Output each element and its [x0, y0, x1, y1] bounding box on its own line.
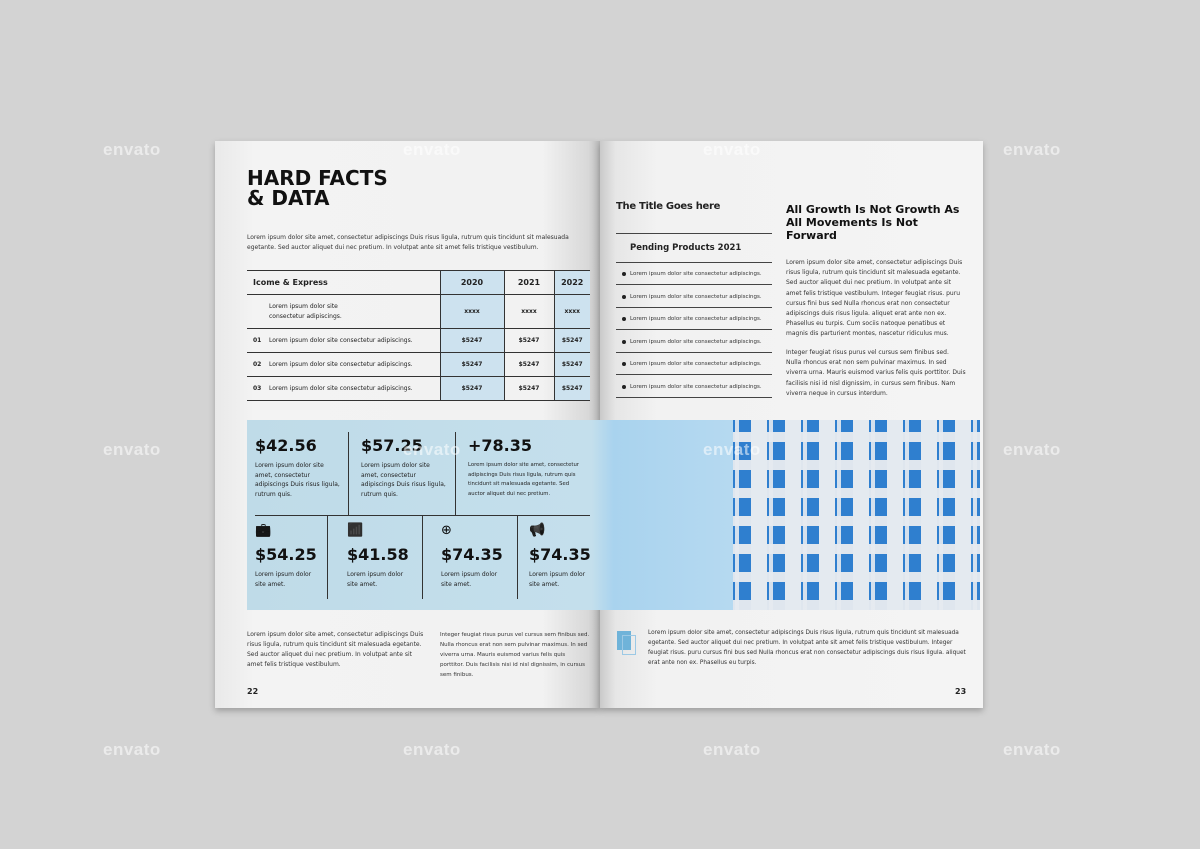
watermark: envato [1003, 740, 1061, 759]
article-para-2: Integer feugiat risus purus vel cursus s… [786, 349, 966, 397]
stat-text: Lorem ipsum dolor site amet. [347, 571, 404, 588]
building-photo [733, 420, 980, 610]
stat-text: Lorem ipsum dolor site amet, consectetur… [255, 462, 340, 498]
table-row: 02 Lorem ipsum dolor site consectetur adi… [247, 352, 590, 377]
megaphone-icon: 📢 [529, 523, 546, 538]
row-text: Lorem ipsum dolor site consectetur adipi… [269, 302, 342, 320]
globe-icon: ⊕ [441, 523, 452, 538]
article-para-1: Lorem ipsum dolor site amet, consectetur… [786, 259, 963, 338]
stat-text: Lorem ipsum dolor site amet, consectetur… [468, 462, 579, 497]
value-cell: $5247 [553, 328, 590, 353]
stat-card: $57.25 Lorem ipsum dolor site amet, conse… [361, 436, 449, 499]
page-number: 23 [955, 687, 967, 696]
row-label: 01 Lorem ipsum dolor site consectetur adi… [247, 328, 440, 353]
left-column-text: Lorem ipsum dolor site amet, consectetur… [247, 631, 424, 668]
list-item: Lorem ipsum dolor site consectetur adipi… [616, 353, 772, 375]
list-item: Lorem ipsum dolor site consectetur adipi… [616, 286, 772, 308]
stat-card: $42.56 Lorem ipsum dolor site amet, conse… [255, 436, 340, 499]
row-text: Lorem ipsum dolor site consectetur adipi… [269, 337, 413, 344]
row-label: 02 Lorem ipsum dolor site consectetur adi… [247, 352, 440, 377]
value-cell: $5247 [503, 328, 554, 353]
stat-card: 📶 $41.58 Lorem ipsum dolor site amet. [347, 523, 427, 589]
row-label: 03 Lorem ipsum dolor site consectetur adi… [247, 376, 440, 401]
row-number: 03 [253, 385, 262, 392]
value-cell: xxxx [553, 294, 590, 329]
watermark: envato [403, 740, 461, 759]
value-cell: xxxx [503, 294, 554, 329]
list-item: Lorem ipsum dolor site consectetur adipi… [616, 331, 772, 353]
table-row: Lorem ipsum dolor site consectetur adipi… [247, 294, 590, 329]
header-cell: Icome & Express [247, 270, 440, 295]
table-header: Icome & Express 2020 2021 2022 [247, 270, 590, 295]
stat-text: Lorem ipsum dolor site amet. [255, 571, 312, 588]
value-cell: $5247 [553, 352, 590, 377]
header-cell: 2021 [503, 270, 554, 295]
watermark: envato [103, 140, 161, 159]
title-line: & DATA [247, 186, 330, 210]
stat-card: 📢 $74.35 Lorem ipsum dolor site amet. [529, 523, 609, 589]
stat-value: $74.35 [441, 545, 503, 564]
intro-text: Lorem ipsum dolor site amet, consectetur… [247, 234, 569, 251]
page-title: HARD FACTS & DATA [247, 168, 388, 208]
watermark: envato [1003, 440, 1061, 459]
row-number: 02 [253, 361, 262, 368]
watermark: envato [703, 140, 761, 159]
stat-text: Lorem ipsum dolor site amet, consectetur… [361, 462, 446, 498]
row-text: Lorem ipsum dolor site consectetur adipi… [269, 361, 413, 368]
stat-value: $42.56 [255, 436, 317, 455]
stat-text: Lorem ipsum dolor site amet. [441, 571, 498, 588]
value-cell: $5247 [503, 376, 554, 401]
stat-value: $74.35 [529, 545, 591, 564]
stat-value: $57.25 [361, 436, 423, 455]
table-row: 03 Lorem ipsum dolor site consectetur adi… [247, 376, 590, 401]
value-cell: $5247 [439, 376, 504, 401]
value-cell: xxxx [439, 294, 504, 329]
stat-value: $54.25 [255, 545, 317, 564]
value-cell: $5247 [439, 352, 504, 377]
stat-value: +78.35 [468, 436, 533, 455]
list-item: Lorem ipsum dolor site consectetur adipi… [616, 308, 772, 330]
list-title: Pending Products 2021 [630, 243, 742, 253]
side-title: The Title Goes here [616, 201, 721, 212]
list-item: Lorem ipsum dolor site consectetur adipi… [616, 376, 772, 398]
document-icon-outline [622, 635, 636, 655]
briefcase-icon: 💼 [255, 523, 272, 538]
header-cell: 2022 [553, 270, 590, 295]
chart-growth-icon: 📶 [347, 523, 364, 538]
watermark: envato [1003, 140, 1061, 159]
row-text: Lorem ipsum dolor site consectetur adipi… [269, 385, 413, 392]
value-cell: $5247 [553, 376, 590, 401]
list-item: Lorem ipsum dolor site consectetur adipi… [616, 263, 772, 285]
right-column-text: Integer feugiat risus purus vel cursus s… [440, 632, 590, 678]
article-heading: All Growth Is Not Growth As All Movement… [786, 203, 960, 242]
value-cell: $5247 [439, 328, 504, 353]
watermark: envato [403, 140, 461, 159]
income-table: Icome & Express 2020 2021 2022 Lorem ips… [247, 270, 590, 401]
page-number: 22 [247, 687, 259, 696]
value-cell: $5247 [503, 352, 554, 377]
stat-card: ⊕ $74.35 Lorem ipsum dolor site amet. [441, 523, 521, 589]
watermark: envato [703, 440, 761, 459]
watermark: envato [103, 440, 161, 459]
table-row: 01 Lorem ipsum dolor site consectetur adi… [247, 328, 590, 353]
watermark: envato [103, 740, 161, 759]
watermark: envato [403, 440, 461, 459]
row-number: 01 [253, 337, 262, 344]
row-label: Lorem ipsum dolor site consectetur adipi… [247, 294, 440, 329]
header-cell: 2020 [439, 270, 504, 295]
stat-card: 💼 $54.25 Lorem ipsum dolor site amet. [255, 523, 335, 589]
watermark: envato [703, 740, 761, 759]
stat-card: +78.35 Lorem ipsum dolor site amet, conse… [468, 436, 583, 499]
stat-text: Lorem ipsum dolor site amet. [529, 571, 586, 588]
stat-value: $41.58 [347, 545, 409, 564]
footer-text: Lorem ipsum dolor site amet, consectetur… [648, 630, 966, 666]
title-line: HARD FACTS [247, 166, 388, 190]
